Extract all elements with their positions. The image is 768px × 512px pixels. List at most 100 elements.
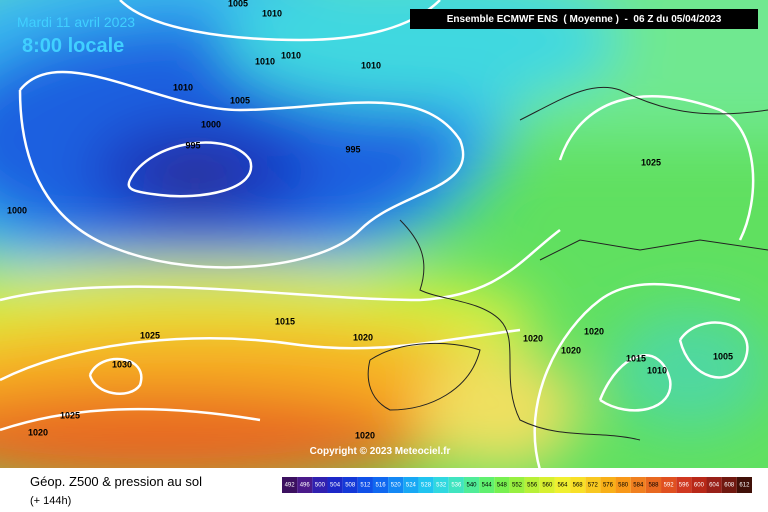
colorbar-label: 572	[588, 483, 599, 489]
colorbar-cell	[661, 477, 677, 493]
footer-lead: (+ 144h)	[30, 495, 71, 507]
isobar-label: 1020	[353, 332, 373, 342]
colorbar-label: 560	[542, 483, 553, 489]
colorbar-cell	[342, 477, 358, 493]
isobar-label: 1005	[230, 95, 250, 105]
colorbar-cell	[357, 477, 373, 493]
isobar-label: 1025	[641, 157, 661, 167]
colorbar-cell	[448, 477, 464, 493]
colorbar-label: 516	[376, 483, 387, 489]
coastlines	[367, 86, 768, 441]
colorbar-label: 568	[573, 483, 584, 489]
colorbar-cell	[585, 477, 601, 493]
time: 8:00 locale	[22, 35, 124, 57]
colorbar-cell	[312, 477, 328, 493]
isobar-label: 1010	[262, 8, 282, 18]
colorbar-label: 520	[391, 483, 402, 489]
colorbar-cell	[539, 477, 555, 493]
run-box	[410, 9, 758, 29]
colorbar-cell	[524, 477, 540, 493]
colorbar-cell	[418, 477, 434, 493]
colorbar-label: 556	[527, 483, 538, 489]
colorbar-cell	[736, 477, 752, 493]
colorbar-label: 492	[285, 483, 296, 489]
pressure-field	[0, 0, 768, 490]
isobar-label: 1015	[275, 316, 295, 326]
colorbar-cell	[630, 477, 646, 493]
colorbar-cell	[403, 477, 419, 493]
colorbar-cell	[372, 477, 389, 493]
colorbar-label: 604	[709, 483, 720, 489]
isobar-label: 1000	[201, 119, 221, 129]
colorbar-label: 528	[421, 483, 432, 489]
isobar-label: 1020	[523, 333, 543, 343]
colorbar-cell	[479, 477, 495, 493]
colorbar-cell	[327, 477, 343, 493]
colorbar-label: 584	[633, 483, 644, 489]
colorbar-cell	[509, 477, 525, 493]
colorbar-cell	[676, 477, 692, 493]
colorbar-cell	[570, 477, 586, 493]
colorbar-label: 532	[436, 483, 447, 489]
colorbar: 492 496 500 504 508 512 516 520 524 528 532 536 540 5…	[282, 477, 752, 493]
colorbar-cell	[645, 477, 662, 493]
colorbar-cell	[615, 477, 631, 493]
colorbar-label: 580	[618, 483, 629, 489]
colorbar-label: 524	[406, 483, 417, 489]
run-info: Ensemble ECMWF ENS ( Moyenne ) - 06 Z du…	[447, 14, 722, 25]
colorbar-cell	[706, 477, 722, 493]
colorbar-label: 576	[603, 483, 614, 489]
colorbar-label: 496	[300, 483, 311, 489]
colorbar-label: 552	[512, 483, 523, 489]
footer-title: Géop. Z500 & pression au sol	[30, 474, 202, 489]
isobar-label: 1020	[355, 430, 375, 440]
isobar-label: 1025	[60, 410, 80, 420]
colorbar-label: 500	[315, 483, 326, 489]
copyright: Copyright © 2023 Meteociel.fr	[310, 446, 451, 457]
colorbar-cell	[282, 477, 298, 493]
isobar-label: 1020	[561, 345, 581, 355]
colorbar-cell	[554, 477, 571, 493]
colorbar-label: 536	[451, 483, 462, 489]
isobar-label: 1010	[173, 82, 193, 92]
colorbar-label: 540	[467, 483, 478, 489]
isobar-label: 1005	[713, 351, 733, 361]
colorbar-cell	[691, 477, 707, 493]
isobar-labels: 1005 1010 1010 1010 1010 1010 1005 1000 995 995 10…	[7, 0, 733, 440]
colorbar-label: 612	[739, 483, 750, 489]
colorbar-cell	[721, 477, 737, 493]
colorbar-label: 512	[360, 483, 371, 489]
isobar-label: 1010	[647, 365, 667, 375]
colorbar-label: 600	[694, 483, 705, 489]
isobar-label: 1000	[7, 205, 27, 215]
colorbar-label: 508	[345, 483, 356, 489]
date: Mardi 11 avril 2023	[17, 14, 135, 30]
isobar-label: 1010	[361, 60, 381, 70]
colorbar-cell	[388, 477, 404, 493]
colorbar-label: 504	[330, 483, 341, 489]
colorbar-label: 564	[557, 483, 568, 489]
colorbar-label: 592	[664, 483, 675, 489]
isobar-label: 1030	[112, 359, 132, 369]
colorbar-cell	[297, 477, 313, 493]
isobar-label: 995	[345, 144, 360, 154]
colorbar-cell	[463, 477, 480, 493]
isobar-label: 1020	[28, 427, 48, 437]
isobar-label: 995	[185, 140, 200, 150]
isobar-label: 1015	[626, 353, 646, 363]
isobar-label: 1005	[228, 0, 248, 8]
colorbar-label: 596	[679, 483, 690, 489]
isobar-label: 1010	[255, 56, 275, 66]
isobar-label: 1020	[584, 326, 604, 336]
colorbar-cell	[433, 477, 449, 493]
colorbar-cell	[494, 477, 510, 493]
colorbar-label: 588	[648, 483, 659, 489]
colorbar-cell	[600, 477, 616, 493]
isobar-label: 1025	[140, 330, 160, 340]
isobar-label: 1010	[281, 50, 301, 60]
colorbar-label: 544	[482, 483, 493, 489]
colorbar-label: 608	[724, 483, 735, 489]
colorbar-label: 548	[497, 483, 508, 489]
